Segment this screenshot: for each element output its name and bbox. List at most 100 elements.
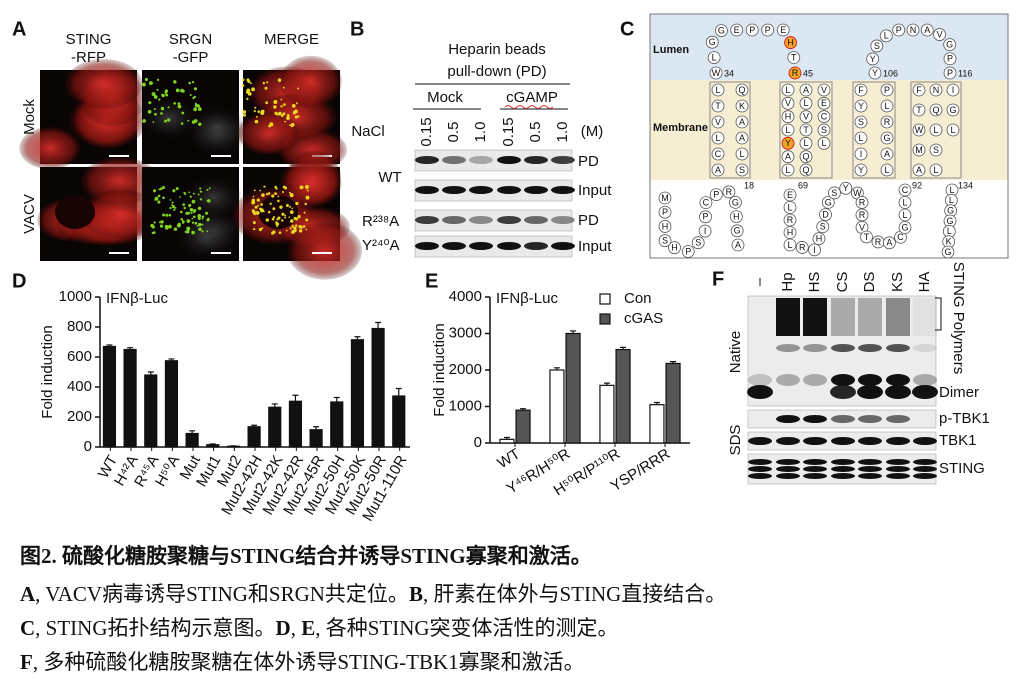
residue-letter: V xyxy=(937,29,943,39)
band xyxy=(886,344,910,352)
residue-circle xyxy=(711,163,725,177)
speckle xyxy=(280,114,284,118)
residue-circle xyxy=(781,110,795,124)
speckle xyxy=(164,225,169,230)
band xyxy=(497,242,521,250)
panel-label: C xyxy=(620,18,634,40)
residue: P xyxy=(709,188,723,201)
residue-letter: E xyxy=(780,25,786,35)
y-tick-label: 600 xyxy=(67,348,92,365)
speckle xyxy=(171,205,176,209)
speckle xyxy=(177,104,182,109)
residue-circle xyxy=(929,103,943,117)
residue-letter: H xyxy=(662,221,669,231)
residue-circle xyxy=(735,99,749,113)
micrograph xyxy=(139,70,248,164)
speckle xyxy=(271,217,275,221)
residue-circle xyxy=(788,66,802,80)
residue: G xyxy=(821,196,835,209)
residue: A xyxy=(735,131,749,145)
band xyxy=(748,466,772,472)
residue-circle xyxy=(828,186,841,200)
speckle xyxy=(186,219,191,223)
speckle xyxy=(148,101,152,105)
speckle xyxy=(275,187,278,190)
residue-letter: Q xyxy=(738,85,745,95)
speckle xyxy=(305,218,309,222)
residue: I xyxy=(808,243,821,257)
residue: H xyxy=(658,220,672,233)
speckle xyxy=(172,189,176,193)
band xyxy=(551,186,575,194)
band xyxy=(803,466,827,472)
residue-circle xyxy=(799,150,813,164)
blot-row: Y²⁴⁰A xyxy=(362,237,399,254)
speckle xyxy=(281,190,285,194)
speckle xyxy=(267,192,271,195)
concentration: 1.0 xyxy=(554,122,571,143)
band xyxy=(858,473,882,479)
residue: T xyxy=(787,51,801,64)
residue-circle xyxy=(855,208,869,222)
smear xyxy=(886,298,910,336)
residue-circle xyxy=(854,99,868,113)
residue: A xyxy=(799,83,813,97)
residue-letter: L xyxy=(933,125,938,135)
band xyxy=(497,216,521,224)
residue-circle xyxy=(730,23,744,37)
residue-circle xyxy=(943,66,957,80)
residue: Q xyxy=(799,163,813,177)
speckle xyxy=(289,124,291,127)
speckle xyxy=(159,220,162,224)
residue: T xyxy=(912,103,926,117)
residue-circle xyxy=(783,213,797,227)
residue-circle xyxy=(943,38,957,52)
residue: L xyxy=(898,208,912,222)
speckle xyxy=(285,204,289,207)
residue-letter: G xyxy=(709,37,716,47)
residue: L xyxy=(707,51,721,64)
band xyxy=(803,437,827,445)
error-bar xyxy=(670,361,677,364)
speckle xyxy=(295,201,299,206)
residue: S xyxy=(817,123,831,137)
residue: G xyxy=(944,204,958,218)
band xyxy=(776,374,800,386)
residue-letter: H xyxy=(816,234,823,244)
band xyxy=(803,344,827,352)
band xyxy=(803,415,827,423)
y-tick-label: 0 xyxy=(84,438,92,455)
band xyxy=(748,473,772,479)
speckle xyxy=(156,88,159,91)
residue: G xyxy=(943,38,957,52)
residue: R xyxy=(855,196,869,209)
residue: W xyxy=(709,66,723,80)
speckle xyxy=(251,200,256,205)
residue: A xyxy=(735,115,749,129)
bar xyxy=(123,348,137,448)
speckle xyxy=(262,81,266,85)
band xyxy=(858,466,882,472)
error-bar xyxy=(603,382,610,386)
speckle xyxy=(288,216,291,219)
speckle xyxy=(261,227,264,230)
residue-circle xyxy=(709,188,723,201)
band xyxy=(415,242,439,250)
residue-letter: C xyxy=(821,112,828,122)
residue-circle xyxy=(860,230,873,244)
speckle xyxy=(184,192,187,196)
speckle xyxy=(194,102,197,105)
residue: V xyxy=(817,83,831,97)
residue-letter: P xyxy=(713,189,719,199)
residue-number: 69 xyxy=(798,180,808,190)
speckle xyxy=(175,187,179,191)
y-tick-label: 400 xyxy=(67,378,92,395)
speckle xyxy=(188,203,192,207)
speckle xyxy=(153,221,156,224)
band xyxy=(747,385,773,399)
residue-circle xyxy=(735,115,749,129)
residue-letter: A xyxy=(924,25,930,35)
residue-letter: P xyxy=(765,25,771,35)
residue: L xyxy=(942,224,956,238)
cell xyxy=(65,58,143,110)
